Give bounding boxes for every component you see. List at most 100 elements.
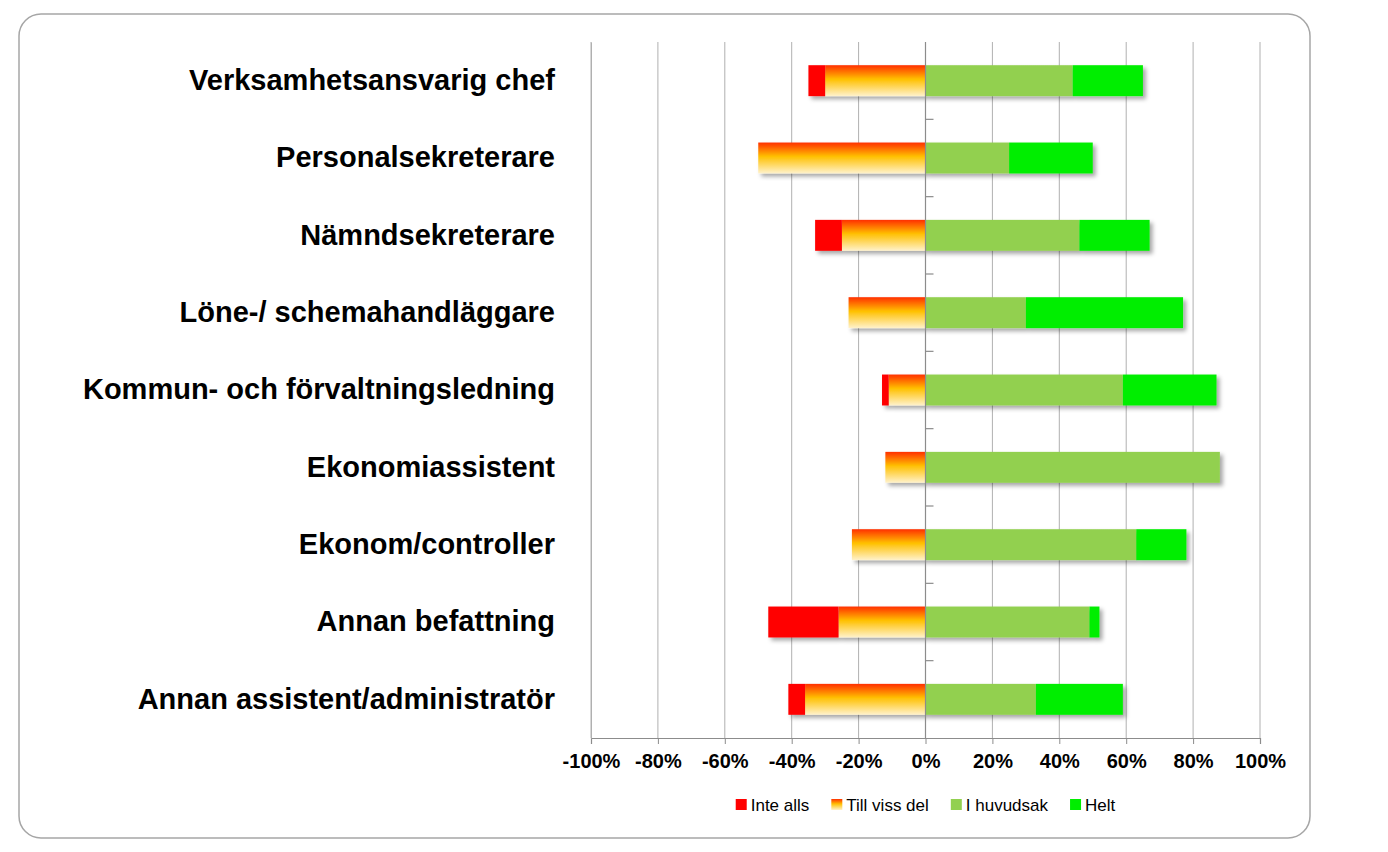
bar-segment	[1073, 65, 1143, 96]
bar-segment	[1123, 375, 1217, 406]
legend-item: Inte alls	[736, 796, 810, 815]
x-tick-mark	[1126, 738, 1127, 744]
bar-segment	[788, 684, 805, 715]
bar-segment	[926, 607, 1090, 638]
x-tick: 100%	[1235, 738, 1286, 772]
legend-swatch	[736, 799, 747, 810]
bar-segment	[882, 375, 889, 406]
x-tick: -40%	[769, 738, 816, 772]
legend-item: I huvudsak	[951, 796, 1049, 815]
legend-item: Till viss del	[831, 796, 929, 815]
y-tick: Annan befattning	[317, 605, 591, 637]
x-tick: 20%	[973, 738, 1013, 772]
zero-axis-tick	[926, 583, 934, 584]
x-tick: -100%	[563, 738, 621, 772]
x-tick-label: 60%	[1107, 750, 1147, 772]
legend-item: Helt	[1070, 796, 1116, 815]
bar-segment	[768, 607, 838, 638]
y-tick: Nämndsekreterare	[300, 219, 591, 251]
y-axis-line	[591, 43, 592, 739]
bar-segment	[1009, 143, 1093, 174]
legend-swatch	[951, 799, 962, 810]
x-tick: -60%	[702, 738, 749, 772]
bar-segment	[926, 375, 1123, 406]
category-label: Annan assistent/administratör	[138, 683, 555, 715]
bars	[758, 65, 1220, 715]
category-label: Ekonom/controller	[299, 528, 555, 560]
legend-swatch	[1070, 799, 1081, 810]
grid-line	[925, 42, 926, 738]
x-tick-label: -60%	[702, 750, 749, 772]
y-tick: Ekonomiassistent	[307, 451, 591, 483]
x-tick-label: -100%	[563, 750, 621, 772]
bar-segment	[885, 452, 925, 483]
grid	[591, 42, 1260, 738]
bar-segment	[805, 684, 925, 715]
legend-label: Helt	[1085, 796, 1116, 815]
x-tick-mark	[792, 738, 793, 744]
y-tick: Verksamhetsansvarig chef	[189, 64, 591, 96]
y-tick: Annan assistent/administratör	[138, 683, 591, 715]
zero-axis-tick	[926, 273, 934, 274]
x-tick-label: -40%	[769, 750, 816, 772]
zero-axis-tick	[926, 660, 934, 661]
x-tick-mark	[926, 738, 927, 744]
bar-segment	[926, 529, 1137, 560]
x-tick-mark	[1059, 738, 1060, 744]
y-axis: Verksamhetsansvarig chef Personalsekreter…	[83, 43, 592, 739]
x-tick: -20%	[836, 738, 883, 772]
x-tick-label: -80%	[635, 750, 682, 772]
x-tick-label: 0%	[912, 750, 941, 772]
x-tick: -80%	[635, 738, 682, 772]
y-tick: Ekonom/controller	[299, 528, 591, 560]
grid-line	[724, 42, 725, 738]
x-tick-mark	[725, 738, 726, 744]
x-tick-label: 80%	[1174, 750, 1214, 772]
category-label: Verksamhetsansvarig chef	[189, 64, 555, 96]
bar-segment	[1219, 452, 1220, 483]
bar-segment	[926, 220, 1080, 251]
x-axis-line	[592, 739, 1261, 745]
category-label: Annan befattning	[317, 605, 555, 637]
chart-frame	[19, 14, 1310, 838]
x-tick-mark	[1193, 738, 1194, 744]
bar-segment	[808, 65, 825, 96]
legend-label: Till viss del	[846, 796, 929, 815]
x-tick-mark	[992, 738, 993, 744]
bar-segment	[1026, 297, 1183, 328]
x-tick: 0%	[912, 738, 941, 772]
bar-segment	[849, 297, 926, 328]
bar-segment	[1136, 529, 1186, 560]
bar-segment	[926, 684, 1036, 715]
category-label: Nämndsekreterare	[300, 219, 555, 251]
zero-axis-tick	[926, 505, 934, 506]
x-tick-label: -20%	[836, 750, 883, 772]
category-label: Personalsekreterare	[276, 141, 555, 173]
grid-line	[657, 42, 658, 738]
bar-segment	[1089, 607, 1099, 638]
category-label: Löne-/ schemahandläggare	[180, 296, 556, 328]
zero-axis-line	[925, 42, 926, 738]
bar-segment	[889, 375, 926, 406]
y-tick: Löne-/ schemahandläggare	[180, 296, 592, 328]
zero-axis	[926, 42, 934, 738]
x-tick: 80%	[1174, 738, 1214, 772]
x-tick: 60%	[1107, 738, 1147, 772]
plot: -100% -80% -60% -40% -20% 0% 20% 40% 60% 80% 100% V…	[83, 42, 1286, 772]
x-axis: -100% -80% -60% -40% -20% 0% 20% 40% 60% 80% 100%	[563, 738, 1287, 772]
bar-segment	[758, 143, 925, 174]
bar-segment	[926, 143, 1010, 174]
legend-label: I huvudsak	[966, 796, 1049, 815]
category-label: Kommun- och förvaltningsledning	[83, 373, 555, 405]
zero-axis-tick	[926, 351, 934, 352]
zero-axis-tick	[926, 428, 934, 429]
x-tick: 40%	[1040, 738, 1080, 772]
bar-segment	[1036, 684, 1123, 715]
bar-segment	[1079, 220, 1149, 251]
grid-line	[591, 42, 592, 738]
bar-segment	[825, 65, 925, 96]
chart: -100% -80% -60% -40% -20% 0% 20% 40% 60% 80% 100% V…	[0, 0, 1388, 852]
legend: Inte alls Till viss del I huvudsak Helt	[736, 796, 1116, 815]
bar-segment	[842, 220, 926, 251]
x-tick-mark	[859, 738, 860, 744]
